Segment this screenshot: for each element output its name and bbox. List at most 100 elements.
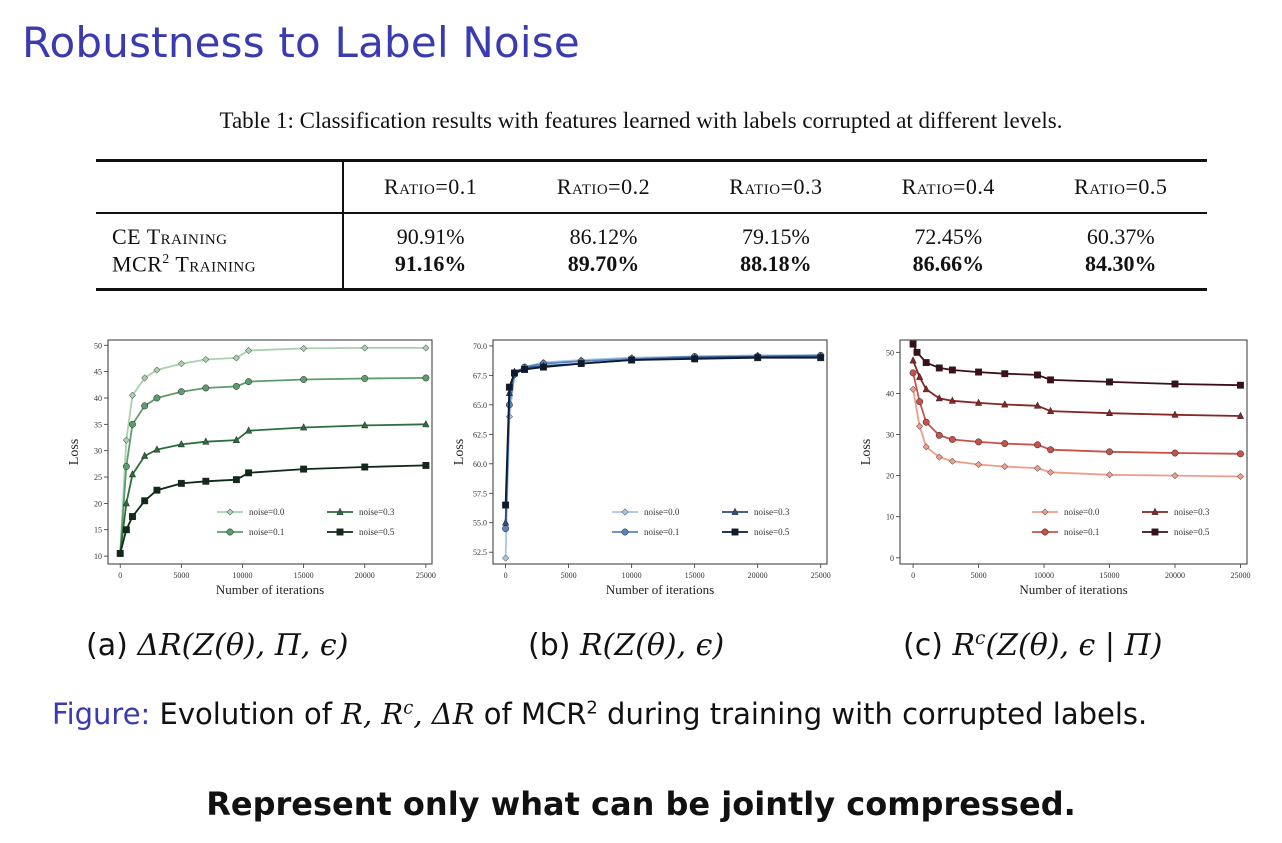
- subcaption-a-prefix: (a): [86, 628, 128, 663]
- data-point: [935, 453, 943, 461]
- legend-entry: noise=0.5: [722, 527, 790, 537]
- data-point: [1033, 464, 1042, 472]
- row-label-mcr2-sup: 2: [162, 250, 170, 266]
- data-point: [948, 396, 956, 404]
- data-point: [1047, 446, 1055, 454]
- data-point: [1046, 406, 1055, 414]
- series-noise=0.5: [909, 340, 1244, 389]
- data-point: [361, 421, 369, 429]
- series-line: [912, 372, 1241, 455]
- subcaption-c-math-sup: c: [975, 628, 986, 649]
- series-line: [119, 377, 426, 554]
- y-tick-label: 0: [890, 554, 894, 563]
- x-axis-label: Number of iterations: [606, 582, 714, 597]
- y-tick-label: 45: [94, 368, 102, 377]
- data-point: [1171, 380, 1179, 388]
- data-point: [909, 369, 917, 377]
- legend-label: noise=0.3: [1174, 507, 1210, 517]
- x-tick-label: 5000: [971, 571, 987, 580]
- x-tick-label: 10000: [1034, 571, 1054, 580]
- table-cell: 86.12%: [569, 224, 638, 249]
- table-cell: 88.18%: [740, 251, 812, 276]
- plot-delta-r: 0 5000 10000 15000 20000 25000 10 15 20 25 30 35 40 4…: [60, 328, 440, 608]
- data-point: [1033, 401, 1042, 409]
- table-cell: 91.16%: [394, 251, 467, 276]
- data-point: [916, 372, 924, 380]
- data-point: [1106, 378, 1113, 386]
- subcaption-c: (c) Rc(Z(θ), ϵ | Π): [903, 628, 1162, 663]
- legend-label: noise=0.5: [754, 527, 790, 537]
- legend-entry: noise=0.5: [327, 527, 395, 537]
- legend-entry: noise=0.1: [217, 527, 284, 537]
- y-tick-label: 55.0: [473, 519, 487, 528]
- column-header: Ratio=0.2: [556, 174, 651, 199]
- x-tick-label: 15000: [685, 571, 705, 580]
- legend-marker: [621, 528, 629, 536]
- table-cell: 90.91%: [396, 224, 465, 249]
- data-point: [1171, 410, 1179, 418]
- data-point: [202, 355, 210, 364]
- data-point: [521, 366, 528, 373]
- legend-marker: [1041, 528, 1049, 536]
- x-tick-label: 10000: [232, 571, 252, 580]
- data-point: [122, 463, 130, 470]
- data-point: [1105, 471, 1114, 479]
- data-point: [177, 388, 185, 396]
- data-point: [202, 437, 210, 445]
- table-cell: 89.70%: [567, 251, 640, 276]
- series-noise=0.3: [116, 419, 430, 557]
- plot-frame: [492, 339, 828, 565]
- legend-entry: noise=0.0: [1032, 507, 1100, 517]
- column-header: Ratio=0.5: [1074, 174, 1168, 199]
- x-tick-label: 0: [911, 571, 915, 580]
- data-point: [913, 348, 921, 356]
- y-tick-label: 52.5: [473, 548, 487, 557]
- plot-r-svg: 0 5000 10000 15000 20000 25000 52.5 55.0 57.5 60.…: [452, 339, 831, 597]
- series-noise=0.5: [502, 354, 825, 509]
- table-cell: 86.66%: [912, 251, 985, 276]
- x-tick-label: 0: [118, 571, 122, 580]
- data-point: [935, 394, 943, 402]
- data-point: [922, 359, 930, 367]
- table-cell: 60.37%: [1086, 224, 1155, 249]
- data-point: [153, 366, 161, 374]
- data-point: [122, 436, 130, 444]
- x-tick-label: 25000: [811, 571, 831, 580]
- y-tick-label: 57.5: [473, 489, 487, 498]
- table-caption: Table 1: Classification results with fea…: [219, 108, 1063, 133]
- y-tick-label: 10: [94, 552, 102, 561]
- data-point: [129, 513, 136, 521]
- legend-marker: [1151, 528, 1159, 536]
- data-point: [1105, 408, 1114, 417]
- data-point: [502, 525, 510, 533]
- legend-label: noise=0.1: [249, 527, 284, 537]
- row-label-mcr2-text: MCR: [112, 251, 163, 277]
- data-point: [122, 526, 130, 534]
- y-tick-label: 70.0: [473, 342, 487, 351]
- slide-title: Robustness to Label Noise: [22, 18, 580, 67]
- table-cell: 72.45%: [914, 224, 983, 249]
- data-point: [128, 470, 137, 478]
- data-point: [922, 418, 930, 426]
- x-tick-label: 25000: [1230, 571, 1250, 580]
- data-point: [300, 423, 308, 431]
- data-point: [691, 355, 699, 363]
- results-table: Ratio=0.1 Ratio=0.2 Ratio=0.3 Ratio=0.4 …: [96, 159, 1207, 291]
- legend-entry: noise=0.5: [1142, 527, 1210, 537]
- data-point: [1236, 472, 1245, 481]
- y-axis-label: Loss: [860, 439, 874, 465]
- data-point: [153, 394, 161, 402]
- x-tick-label: 0: [504, 571, 508, 580]
- data-point: [177, 360, 185, 368]
- data-point: [422, 344, 430, 352]
- legend-marker: [1151, 507, 1159, 515]
- data-point: [245, 469, 253, 477]
- data-point: [122, 499, 130, 507]
- row-label-ce: CE Training: [96, 213, 344, 250]
- data-point: [300, 376, 308, 383]
- data-point: [577, 360, 585, 368]
- data-point: [922, 443, 930, 451]
- y-tick-label: 50: [94, 341, 102, 350]
- data-point: [916, 398, 924, 406]
- data-point: [141, 402, 149, 410]
